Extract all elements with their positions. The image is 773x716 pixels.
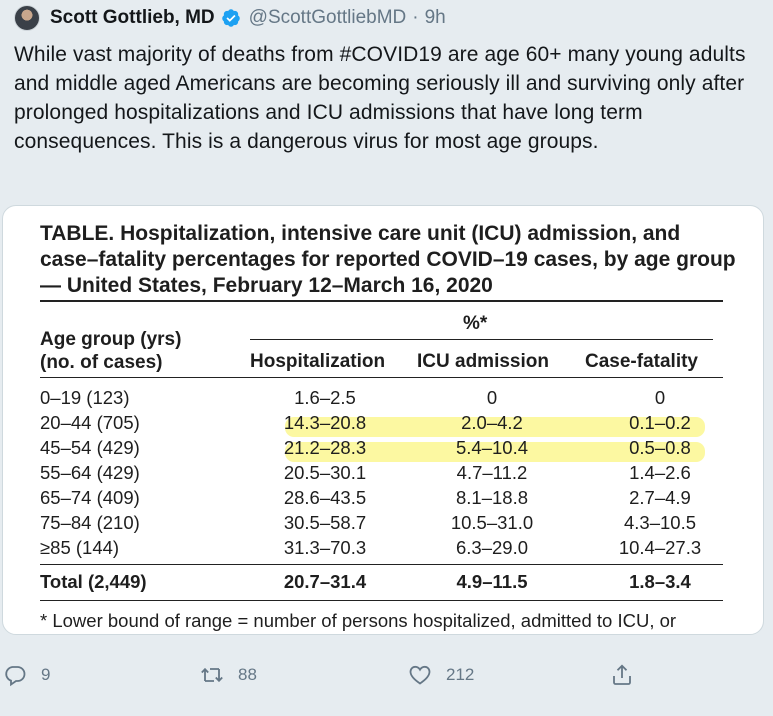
cell-hospitalization: 1.6–2.5 xyxy=(294,387,356,408)
heart-icon xyxy=(409,665,431,685)
reply-icon xyxy=(5,666,26,687)
header-percent: %* xyxy=(463,313,488,334)
header-age-group: Age group (yrs) (no. of cases) xyxy=(40,328,181,374)
verified-badge-icon xyxy=(221,9,240,27)
cell-case-fatality: 1.8–3.4 xyxy=(629,571,691,592)
cell-age: 75–84 (210) xyxy=(40,512,140,533)
avatar[interactable] xyxy=(14,5,40,31)
separator-dot: · xyxy=(412,7,419,28)
cell-age: 20–44 (705) xyxy=(40,412,140,433)
highlight-mark xyxy=(285,417,705,437)
cell-hospitalization: 31.3–70.3 xyxy=(283,537,367,558)
cell-hospitalization: 20.7–31.4 xyxy=(283,571,367,592)
cell-icu: 4.7–11.2 xyxy=(456,462,528,483)
cell-icu: 4.9–11.5 xyxy=(456,571,528,592)
table-rule xyxy=(40,564,723,565)
cell-icu: 10.5–31.0 xyxy=(450,512,534,533)
cell-hospitalization: 21.2–28.3 xyxy=(283,437,367,458)
header-hospitalization: Hospitalization xyxy=(250,351,386,372)
table-row: 20–44 (705) 14.3–20.8 2.0–4.2 0.1–0.2 xyxy=(3,412,763,437)
header-age-line1: Age group (yrs) xyxy=(40,329,182,350)
cell-icu: 0 xyxy=(486,387,498,408)
cell-hospitalization: 30.5–58.7 xyxy=(283,512,367,533)
retweet-icon xyxy=(201,667,223,683)
like-button[interactable]: 212 xyxy=(408,663,474,687)
cell-case-fatality: 10.4–27.3 xyxy=(618,537,702,558)
cell-icu: 8.1–18.8 xyxy=(455,487,528,508)
header-age-line2: (no. of cases) xyxy=(40,352,163,373)
table-row: 45–54 (429) 21.2–28.3 5.4–10.4 0.5–0.8 xyxy=(3,437,763,462)
tweet-actions: 9 88 212 xyxy=(0,655,773,695)
cell-icu: 5.4–10.4 xyxy=(455,437,528,458)
header-icu-admission: ICU admission xyxy=(417,351,549,372)
table-row: ≥85 (144) 31.3–70.3 6.3–29.0 10.4–27.3 xyxy=(3,537,763,562)
cell-icu: 2.0–4.2 xyxy=(461,412,523,433)
table-rule xyxy=(40,600,723,601)
cell-case-fatality: 0.5–0.8 xyxy=(629,437,691,458)
tweet-text: While vast majority of deaths from #COVI… xyxy=(14,43,746,153)
header-case-fatality: Case-fatality xyxy=(585,351,698,372)
table-row: 0–19 (123) 1.6–2.5 0 0 xyxy=(3,387,763,412)
cell-age: 0–19 (123) xyxy=(40,387,130,408)
table-footnote: * Lower bound of range = number of perso… xyxy=(40,610,677,631)
cell-age: ≥85 (144) xyxy=(40,537,120,558)
attached-image-table[interactable]: TABLE. Hospitalization, intensive care u… xyxy=(2,205,764,635)
cell-case-fatality: 0 xyxy=(654,387,666,408)
table-row: 55–64 (429) 20.5–30.1 4.7–11.2 1.4–2.6 xyxy=(3,462,763,487)
table-rule xyxy=(40,300,723,302)
table-title: TABLE. Hospitalization, intensive care u… xyxy=(40,222,736,297)
cell-case-fatality: 1.4–2.6 xyxy=(629,462,691,483)
reply-count: 9 xyxy=(41,665,51,684)
cell-age: 65–74 (409) xyxy=(40,487,140,508)
author-name[interactable]: Scott Gottlieb, MD xyxy=(50,7,215,28)
retweet-count: 88 xyxy=(238,665,257,684)
table-rule xyxy=(250,339,713,340)
retweet-button[interactable]: 88 xyxy=(200,663,257,687)
table-row: 65–74 (409) 28.6–43.5 8.1–18.8 2.7–4.9 xyxy=(3,487,763,512)
cell-case-fatality: 2.7–4.9 xyxy=(629,487,691,508)
like-count: 212 xyxy=(446,665,475,684)
cell-hospitalization: 20.5–30.1 xyxy=(283,462,367,483)
cell-age: 55–64 (429) xyxy=(40,462,140,483)
table-total-row: Total (2,449) 20.7–31.4 4.9–11.5 1.8–3.4 xyxy=(3,571,763,596)
share-button[interactable] xyxy=(610,663,634,687)
table-row: 75–84 (210) 30.5–58.7 10.5–31.0 4.3–10.5 xyxy=(3,512,763,537)
cell-icu: 6.3–29.0 xyxy=(455,537,528,558)
cell-hospitalization: 28.6–43.5 xyxy=(283,487,367,508)
share-icon xyxy=(613,664,631,685)
author-handle[interactable]: @ScottGottliebMD xyxy=(248,7,407,28)
tweet-header: Scott Gottlieb, MD @ScottGottliebMD · 9h xyxy=(14,4,446,32)
table-rule xyxy=(40,377,723,378)
cell-hospitalization: 14.3–20.8 xyxy=(283,412,367,433)
reply-button[interactable]: 9 xyxy=(3,663,50,687)
highlight-mark xyxy=(285,442,705,462)
cell-case-fatality: 4.3–10.5 xyxy=(623,512,696,533)
cell-case-fatality: 0.1–0.2 xyxy=(629,412,691,433)
tweet-time[interactable]: 9h xyxy=(424,7,446,28)
cell-age: Total (2,449) xyxy=(40,571,147,592)
cell-age: 45–54 (429) xyxy=(40,437,140,458)
